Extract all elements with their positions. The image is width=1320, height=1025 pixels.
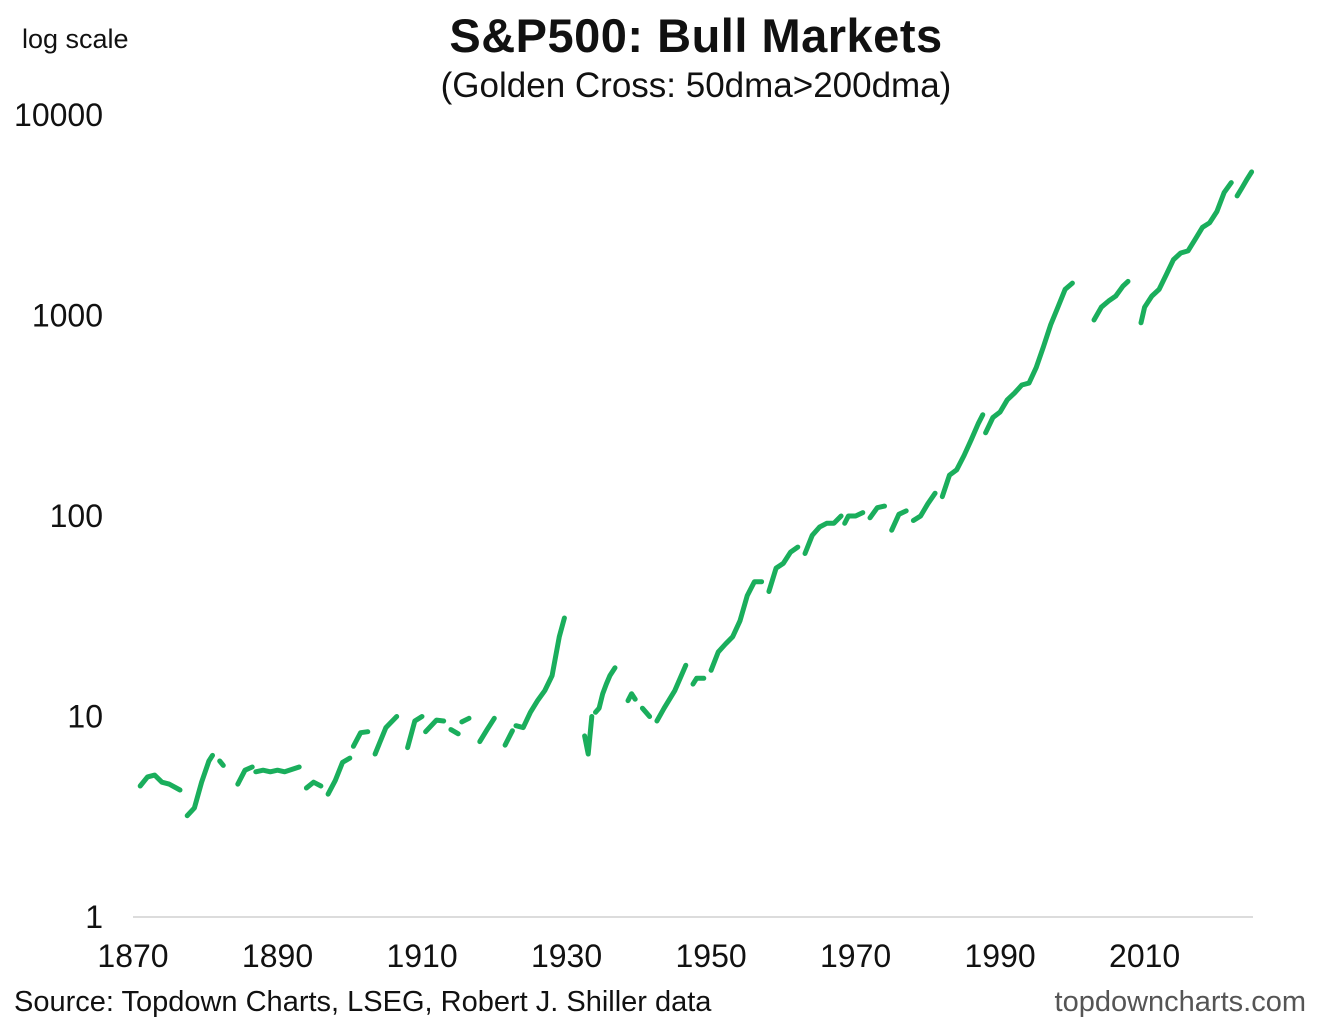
bull-market-segment: [184, 752, 215, 819]
x-tick-label: 1910: [386, 938, 457, 974]
x-tick-label: 1870: [97, 938, 168, 974]
bull-market-segment: [372, 714, 400, 757]
bull-market-segment: [217, 758, 226, 768]
bull-market-segment: [1091, 278, 1131, 323]
bull-market-segment: [625, 691, 638, 704]
y-tick-label: 1000: [32, 298, 103, 334]
bull-market-segment: [910, 490, 938, 523]
bull-market-segment: [325, 755, 353, 797]
x-tick-label: 2010: [1109, 938, 1180, 974]
y-axis-ticks: 1 10 100 1000 10000: [14, 97, 103, 935]
bull-market-segment: [513, 615, 567, 731]
bull-market-segment: [253, 764, 302, 775]
x-tick-label: 1990: [965, 938, 1036, 974]
bull-market-segment: [1138, 180, 1234, 326]
y-tick-label: 10000: [14, 97, 103, 133]
bull-market-segment: [423, 717, 447, 735]
x-axis-ticks: 1870 1890 1910 1930 1950 1970 1990 2010: [97, 938, 1180, 974]
bull-market-segment: [639, 705, 653, 719]
bull-market-segment: [654, 662, 689, 724]
chart-area: 1 10 100 1000 10000 1870 1890 1910 1930 1950 1970…: [14, 97, 1255, 974]
bull-market-segment: [350, 729, 371, 749]
bull-market-segment: [802, 513, 844, 556]
x-tick-label: 1890: [242, 938, 313, 974]
bull-market-segment: [939, 412, 986, 500]
bull-market-segment: [235, 764, 255, 787]
bull-market-segment: [477, 715, 497, 745]
source-note: Source: Topdown Charts, LSEG, Robert J. …: [14, 986, 712, 1018]
bull-market-segment: [582, 714, 595, 757]
y-tick-label: 100: [50, 498, 103, 534]
bull-market-segment: [593, 665, 618, 715]
bull-market-segment: [303, 779, 324, 791]
bull-market-segment: [708, 579, 765, 673]
bull-market-segment: [137, 772, 183, 793]
x-tick-label: 1970: [820, 938, 891, 974]
bull-market-segment: [405, 714, 425, 751]
bull-market-segment: [983, 280, 1075, 436]
bull-market-segment: [502, 728, 515, 748]
bull-market-segment: [1234, 169, 1255, 199]
bull-market-segment: [459, 715, 472, 725]
bull-market-series: [137, 169, 1255, 819]
brand-watermark: topdowncharts.com: [1054, 986, 1306, 1018]
y-tick-label: 1: [85, 899, 103, 935]
chart-subtitle: (Golden Cross: 50dma>200dma): [440, 66, 952, 105]
bull-market-segment: [448, 727, 461, 737]
chart-title: S&P500: Bull Markets: [449, 9, 943, 62]
bull-market-segment: [889, 508, 909, 533]
x-tick-label: 1930: [531, 938, 602, 974]
bull-market-segment: [842, 510, 866, 526]
bull-market-segment: [690, 675, 707, 687]
log-scale-note: log scale: [22, 24, 129, 54]
bull-market-segment: [867, 503, 887, 521]
y-tick-label: 10: [67, 699, 103, 735]
bull-market-segment: [766, 544, 801, 594]
x-tick-label: 1950: [675, 938, 746, 974]
